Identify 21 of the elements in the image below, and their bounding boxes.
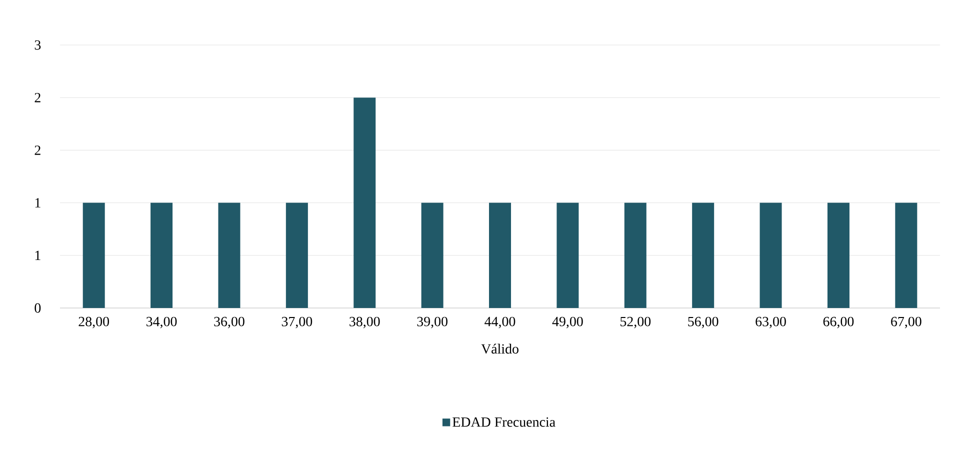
y-tick-label: 1 <box>35 250 40 260</box>
x-tick-label: 34,00 <box>146 316 177 328</box>
y-tick-label: 0 <box>34 303 41 313</box>
x-tick-label: 39,00 <box>417 316 448 328</box>
x-tick-label: 44,00 <box>484 316 516 328</box>
x-tick-label: 38,00 <box>350 316 380 328</box>
x-axis-title: Válido <box>481 344 518 354</box>
x-tick-label: 67,00 <box>891 316 922 328</box>
legend-label: EDAD Frecuencia <box>452 417 556 427</box>
x-tick-label: 28,00 <box>78 316 109 328</box>
y-tick-label: 2 <box>34 92 40 102</box>
x-tick-label: 66,00 <box>823 316 854 328</box>
y-tick-label: 1 <box>35 198 40 208</box>
x-tick-label: 36,00 <box>214 316 244 328</box>
y-tick-label: 3 <box>34 40 41 50</box>
x-tick-label: 52,00 <box>620 316 651 328</box>
x-tick-label: 37,00 <box>282 316 312 328</box>
x-tick-label: 63,00 <box>756 316 786 328</box>
x-tick-label: 49,00 <box>552 316 583 328</box>
x-tick-label: 56,00 <box>688 316 718 328</box>
y-tick-label: 2 <box>34 146 40 155</box>
